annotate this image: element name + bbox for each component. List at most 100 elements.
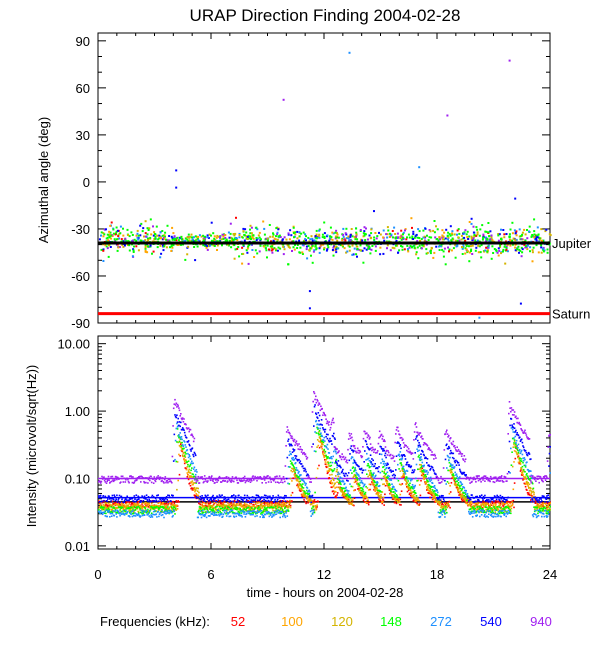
intensity-point xyxy=(249,507,251,510)
azimuth-point xyxy=(386,236,389,239)
azimuth-point xyxy=(476,233,479,236)
intensity-point xyxy=(422,475,425,478)
intensity-point xyxy=(426,473,429,475)
azimuth-point xyxy=(156,246,159,249)
intensity-point xyxy=(383,504,385,506)
intensity-point xyxy=(403,469,405,471)
intensity-point xyxy=(428,487,430,489)
azimuth-point xyxy=(361,249,364,252)
intensity-point xyxy=(325,454,327,457)
intensity-point xyxy=(373,472,375,474)
azimuth-point xyxy=(310,254,312,257)
intensity-point xyxy=(155,510,158,512)
intensity-point xyxy=(144,501,147,504)
azimuth-point xyxy=(105,245,108,248)
azimuth-point xyxy=(107,239,110,242)
azimuth-point xyxy=(238,232,241,235)
azimuth-point xyxy=(404,228,407,231)
intensity-point xyxy=(302,492,305,494)
azimuth-point xyxy=(194,259,197,262)
azimuth-point xyxy=(314,245,317,248)
azimuth-point xyxy=(461,253,464,255)
azimuth-outlier-point xyxy=(418,166,421,169)
azimuth-point xyxy=(171,237,174,240)
azimuth-point xyxy=(355,227,358,230)
intensity-point xyxy=(250,510,252,513)
intensity-point xyxy=(362,488,364,491)
azimuth-point xyxy=(479,228,482,231)
azimuth-point xyxy=(184,237,187,240)
intensity-point xyxy=(197,494,199,497)
azimuth-point xyxy=(103,233,106,236)
azimuth-point xyxy=(170,235,173,238)
intensity-point xyxy=(433,495,436,497)
intensity-point xyxy=(196,495,199,498)
intensity-point xyxy=(194,470,196,472)
intensity-point xyxy=(161,503,163,506)
intensity-point xyxy=(407,485,409,487)
azimuth-point xyxy=(447,240,450,243)
intensity-point xyxy=(368,501,371,504)
intensity-point xyxy=(148,515,150,517)
azimuth-point xyxy=(458,232,461,235)
intensity-point xyxy=(402,473,405,476)
azimuth-point xyxy=(278,234,281,237)
intensity-point xyxy=(213,512,216,515)
intensity-point xyxy=(236,508,238,511)
intensity-point xyxy=(301,479,303,481)
intensity-point xyxy=(120,506,122,508)
azimuth-point xyxy=(262,220,265,223)
intensity-point xyxy=(298,482,301,485)
azimuth-point xyxy=(276,233,279,236)
intensity-point xyxy=(177,441,179,444)
intensity-point xyxy=(126,511,128,514)
intensity-point xyxy=(513,450,516,452)
azimuth-point xyxy=(506,243,509,246)
azimuth-point xyxy=(227,231,230,234)
azimuth-point xyxy=(375,237,378,240)
azimuth-point xyxy=(519,238,522,241)
azimuth-point xyxy=(301,253,304,255)
intensity-point xyxy=(121,506,124,509)
azimuth-point xyxy=(271,251,274,254)
intensity-point xyxy=(217,509,220,512)
intensity-point xyxy=(455,480,457,483)
intensity-point xyxy=(140,506,143,508)
intensity-point xyxy=(185,468,188,471)
azimuth-point xyxy=(317,236,319,239)
intensity-point xyxy=(125,508,127,510)
intensity-point xyxy=(189,458,192,460)
intensity-point xyxy=(125,506,128,509)
intensity-point xyxy=(111,509,114,511)
azimuth-point xyxy=(272,232,274,235)
intensity-point xyxy=(421,467,424,469)
azimuth-point xyxy=(270,249,273,252)
intensity-point xyxy=(426,481,428,483)
intensity-point xyxy=(106,515,108,518)
azimuth-point xyxy=(503,236,506,239)
intensity-point xyxy=(253,508,256,510)
azimuth-point xyxy=(233,257,236,260)
azimuth-point xyxy=(291,240,294,243)
azimuth-point xyxy=(393,247,396,250)
intensity-point xyxy=(233,503,236,505)
intensity-point xyxy=(274,511,277,513)
intensity-point xyxy=(509,502,511,505)
intensity-point xyxy=(172,500,174,503)
azimuth-point xyxy=(526,248,529,251)
intensity-point xyxy=(160,503,162,506)
intensity-point xyxy=(440,506,442,509)
azimuth-point xyxy=(251,236,254,239)
azimuth-point xyxy=(264,247,267,250)
intensity-point xyxy=(190,469,192,472)
intensity-point xyxy=(332,490,334,492)
azimuth-point xyxy=(509,244,512,247)
azimuth-point xyxy=(311,261,314,264)
intensity-point xyxy=(334,487,336,489)
intensity-point xyxy=(220,513,223,515)
azimuth-point xyxy=(454,239,457,242)
azimuth-point xyxy=(497,234,500,237)
intensity-point xyxy=(424,474,427,476)
intensity-point xyxy=(220,501,223,503)
